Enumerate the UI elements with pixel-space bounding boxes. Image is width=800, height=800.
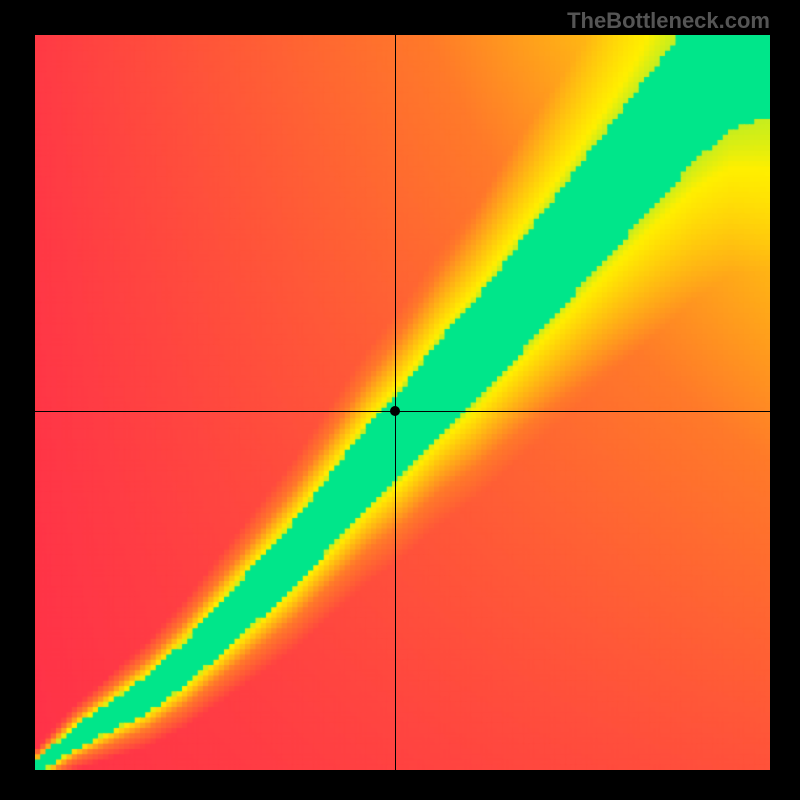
watermark-text: TheBottleneck.com	[567, 8, 770, 34]
heatmap-plot	[35, 35, 770, 770]
crosshair-vertical	[395, 35, 396, 770]
data-point-marker	[390, 406, 400, 416]
heatmap-canvas	[35, 35, 770, 770]
chart-frame: TheBottleneck.com	[0, 0, 800, 800]
crosshair-horizontal	[35, 411, 770, 412]
